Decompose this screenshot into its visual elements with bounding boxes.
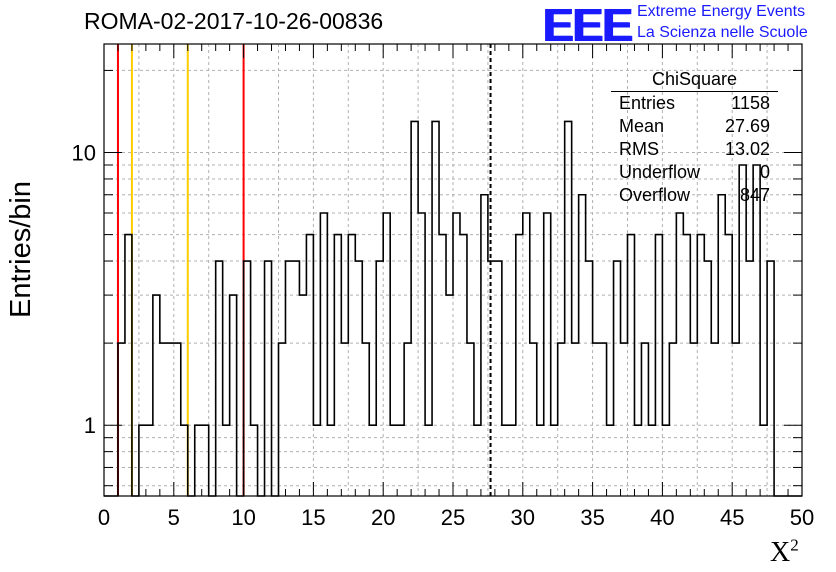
chart-title: ROMA-02-2017-10-26-00836: [84, 8, 384, 34]
histogram-bin: [558, 343, 565, 496]
histogram-bin: [530, 343, 537, 496]
histogram-series: [104, 120, 802, 497]
histogram-bin: [600, 343, 607, 496]
x-tick-label: 30: [511, 505, 535, 530]
histogram-bin: [299, 295, 306, 496]
histogram-bin: [621, 343, 628, 496]
histogram-bin: [669, 343, 676, 496]
histogram-bin: [167, 343, 174, 496]
histogram-bin: [153, 295, 160, 496]
x-axis-label: X2: [770, 536, 799, 569]
stats-row-underflow: Underflow 0: [619, 162, 770, 182]
histogram-bin: [690, 343, 697, 496]
histogram-bin: [376, 261, 383, 496]
histogram-bin: [739, 165, 746, 496]
histogram-bin: [439, 235, 446, 496]
logo-text-line1: Extreme Energy Events: [637, 3, 806, 20]
x-tick-label: 25: [441, 505, 465, 530]
histogram-bin: [711, 343, 718, 496]
histogram-outline: [104, 120, 802, 497]
x-tick-label: 35: [580, 505, 604, 530]
histogram-bin: [216, 261, 223, 496]
histogram-bin: [306, 235, 313, 496]
histogram-bin: [523, 213, 530, 496]
y-tick-label: 1: [84, 413, 96, 438]
histogram-bin: [279, 343, 286, 496]
histogram-bin: [641, 343, 648, 496]
histogram-bin: [265, 261, 272, 496]
histogram-bin: [418, 213, 425, 496]
histogram-bin: [565, 121, 572, 496]
histogram-bin: [292, 261, 299, 496]
histogram-bin: [230, 295, 237, 496]
histogram-bin: [572, 343, 579, 496]
eee-logo: EEE: [543, 0, 633, 51]
histogram-bin: [160, 343, 167, 496]
stats-row-overflow: Overflow 847: [619, 185, 770, 205]
histogram-bin: [725, 235, 732, 496]
histogram-bin: [746, 261, 753, 496]
stats-row-mean: Mean 27.69: [619, 116, 770, 136]
x-axis-label-text: X2: [770, 536, 799, 569]
histogram-bin: [467, 343, 474, 496]
stats-row-entries: Entries 1158: [619, 93, 770, 113]
histogram-bin: [628, 235, 635, 496]
histogram-bin: [614, 261, 621, 496]
histogram-bin: [348, 235, 355, 496]
histogram-bin: [341, 343, 348, 496]
histogram-bin: [118, 343, 125, 496]
histogram-bin: [718, 195, 725, 496]
x-tick-label: 50: [790, 505, 814, 530]
histogram-bin: [125, 235, 132, 496]
x-tick-label: 15: [301, 505, 325, 530]
histogram-bin: [355, 261, 362, 496]
y-tick-label: 10: [72, 141, 96, 166]
stats-row-rms: RMS 13.02: [619, 139, 770, 159]
histogram-bin: [460, 235, 467, 496]
histogram-bin: [767, 261, 774, 496]
histogram-bin: [404, 343, 411, 496]
histogram-bin: [174, 343, 181, 496]
histogram-bin: [432, 121, 439, 496]
histogram-bin: [383, 213, 390, 496]
x-tick-label: 0: [98, 505, 110, 530]
histogram-bin: [586, 261, 593, 496]
x-tick-label: 20: [371, 505, 395, 530]
histogram-bin: [446, 295, 453, 496]
histogram-bin: [334, 235, 341, 496]
histogram-bin: [320, 213, 327, 496]
histogram-bin: [481, 195, 488, 496]
histogram-bin: [495, 261, 502, 496]
histogram-bin: [453, 213, 460, 496]
histogram-bin: [676, 213, 683, 496]
axis-ticks: [103, 44, 803, 496]
histogram-bin: [753, 165, 760, 496]
histogram-bin: [655, 235, 662, 496]
histogram-bin: [244, 261, 251, 496]
histogram-bin: [362, 343, 369, 496]
histogram-bin: [697, 235, 704, 496]
histogram-bin: [732, 343, 739, 496]
tick-labels: 0 5 10 15 20 25 30 35 40 45 50 1 10: [72, 141, 815, 530]
logo-text-line2: La Scienza nelle Scuole: [637, 24, 808, 41]
histogram-bin: [411, 121, 418, 496]
x-tick-label: 5: [168, 505, 180, 530]
histogram-bin: [593, 343, 600, 496]
histogram-bin: [704, 261, 711, 496]
histogram-bin: [683, 235, 690, 496]
x-tick-label: 10: [231, 505, 255, 530]
x-tick-label: 45: [720, 505, 744, 530]
x-tick-label: 40: [650, 505, 674, 530]
stats-box-rule: [611, 91, 778, 92]
histogram-bin: [285, 261, 292, 496]
histogram-bin: [516, 235, 523, 496]
stats-box-title: ChiSquare: [651, 69, 738, 89]
histogram-bin: [544, 213, 551, 496]
histogram-bin: [579, 195, 586, 496]
